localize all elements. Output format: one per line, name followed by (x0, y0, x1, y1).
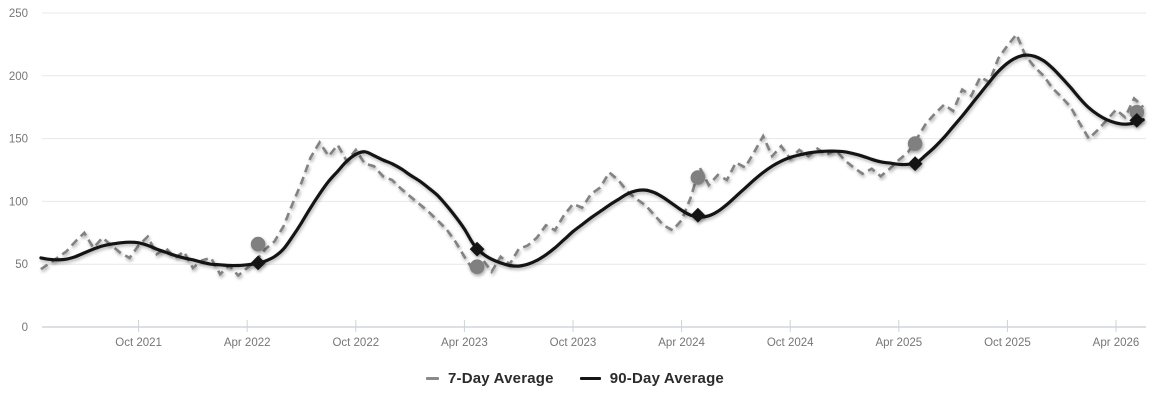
chart-canvas: 0 50 100 150 200 250 Oct 2021 Apr 2022 Oct 2022… (9, 8, 1146, 349)
svg-text:Oct 2021: Oct 2021 (115, 337, 162, 349)
svg-text:Apr 2025: Apr 2025 (875, 337, 922, 349)
seven-day-snapshot-marker (690, 170, 706, 185)
svg-text:150: 150 (9, 134, 28, 146)
x-axis: Oct 2021 Apr 2022 Oct 2022 Apr 2023 Oct 2023… (115, 320, 1139, 349)
svg-text:Oct 2023: Oct 2023 (550, 337, 597, 349)
snapshot-markers (250, 104, 1145, 275)
seven-day-snapshot-marker (907, 136, 923, 151)
legend-item-7day-average[interactable]: 7-Day Average (426, 370, 554, 387)
legend-item-90day-average[interactable]: 90-Day Average (579, 370, 724, 387)
ninety-day-snapshot-marker (1129, 113, 1145, 128)
ninety-day-snapshot-marker (907, 156, 923, 172)
svg-text:Apr 2026: Apr 2026 (1093, 337, 1140, 349)
svg-text:Apr 2022: Apr 2022 (224, 337, 271, 349)
svg-text:Oct 2022: Oct 2022 (332, 337, 379, 349)
ninety-day-snapshot-marker (469, 241, 485, 257)
svg-text:Apr 2024: Apr 2024 (658, 337, 705, 349)
ninety-day-snapshot-marker (690, 207, 706, 223)
seven-day-snapshot-marker (1129, 104, 1145, 120)
y-axis-labels: 0 50 100 150 200 250 (9, 8, 28, 334)
ninety-day-average-line (39, 53, 1145, 268)
svg-text:50: 50 (15, 259, 28, 271)
seven-day-snapshot-marker (469, 259, 485, 275)
seven-day-snapshot-marker (250, 236, 266, 252)
svg-text:100: 100 (9, 196, 28, 208)
svg-text:Apr 2023: Apr 2023 (441, 337, 488, 349)
7day-dash-swatch-icon (426, 377, 439, 380)
seven-day-average-line (40, 31, 1145, 278)
legend-label-7day: 7-Day Average (448, 370, 554, 387)
ninety-day-snapshot-marker (250, 255, 266, 271)
svg-text:Oct 2024: Oct 2024 (767, 337, 814, 349)
svg-text:Oct 2025: Oct 2025 (984, 337, 1031, 349)
legend-label-90day: 90-Day Average (609, 370, 724, 387)
svg-text:250: 250 (9, 8, 28, 20)
svg-text:200: 200 (9, 71, 28, 83)
series-lines (39, 31, 1145, 278)
90day-dash-swatch-icon (579, 376, 601, 381)
gridlines (42, 12, 1146, 328)
svg-text:0: 0 (22, 322, 28, 334)
chart-legend: 7-Day Average 90-Day Average (0, 356, 1150, 401)
